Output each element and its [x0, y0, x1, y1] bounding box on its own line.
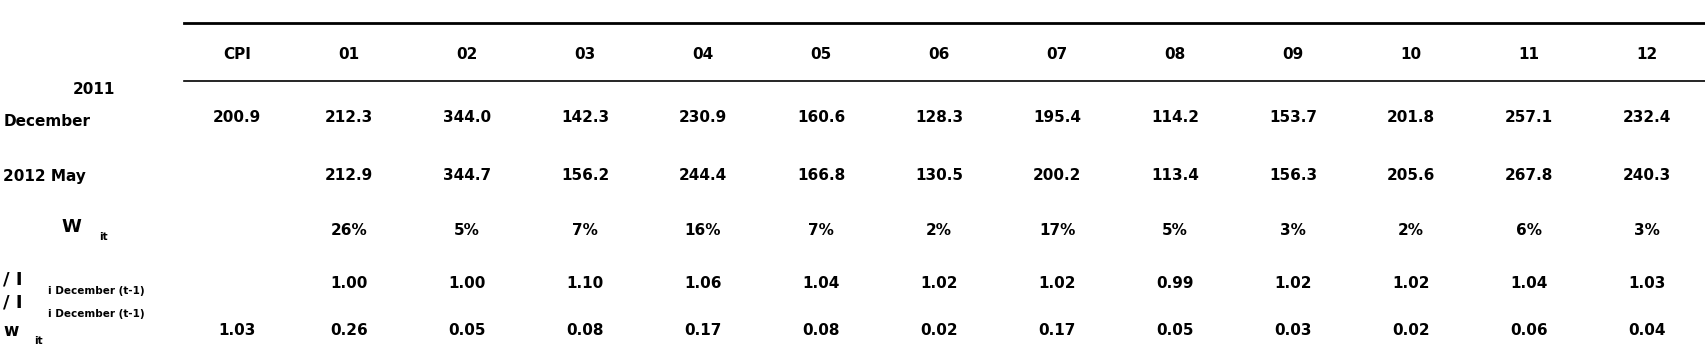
Text: 1.04: 1.04	[1509, 276, 1546, 291]
Text: 1.06: 1.06	[684, 276, 721, 291]
Text: 06: 06	[928, 47, 950, 62]
Text: 267.8: 267.8	[1504, 169, 1552, 183]
Text: 0.17: 0.17	[1038, 323, 1076, 338]
Text: 212.3: 212.3	[324, 111, 373, 125]
Text: 11: 11	[1517, 47, 1538, 62]
Text: 6%: 6%	[1516, 223, 1541, 238]
Text: w: w	[3, 322, 19, 340]
Text: 153.7: 153.7	[1269, 111, 1316, 125]
Text: i December (t-1): i December (t-1)	[48, 286, 145, 296]
Text: 0.06: 0.06	[1509, 323, 1546, 338]
Text: 1.10: 1.10	[566, 276, 604, 291]
Text: December: December	[3, 114, 90, 129]
Text: 0.99: 0.99	[1156, 276, 1193, 291]
Text: 1.03: 1.03	[218, 323, 256, 338]
Text: 166.8: 166.8	[796, 169, 844, 183]
Text: 03: 03	[575, 47, 595, 62]
Text: 0.08: 0.08	[801, 323, 839, 338]
Text: 128.3: 128.3	[914, 111, 963, 125]
Text: 156.3: 156.3	[1269, 169, 1316, 183]
Text: 01: 01	[338, 47, 360, 62]
Text: 195.4: 195.4	[1033, 111, 1081, 125]
Text: / I: / I	[3, 271, 22, 289]
Text: 200.9: 200.9	[213, 111, 261, 125]
Text: 0.17: 0.17	[684, 323, 721, 338]
Text: / I: / I	[3, 294, 22, 312]
Text: 05: 05	[810, 47, 830, 62]
Text: 1.00: 1.00	[331, 276, 368, 291]
Text: 12: 12	[1635, 47, 1657, 62]
Text: 02: 02	[455, 47, 477, 62]
Text: 212.9: 212.9	[324, 169, 373, 183]
Text: 0.02: 0.02	[1391, 323, 1429, 338]
Text: 160.6: 160.6	[796, 111, 844, 125]
Text: 3%: 3%	[1279, 223, 1306, 238]
Text: 0.05: 0.05	[448, 323, 486, 338]
Text: 200.2: 200.2	[1032, 169, 1081, 183]
Text: it: it	[34, 336, 43, 346]
Text: 344.7: 344.7	[443, 169, 491, 183]
Text: 5%: 5%	[454, 223, 479, 238]
Text: 1.00: 1.00	[448, 276, 486, 291]
Text: 0.02: 0.02	[919, 323, 957, 338]
Text: 2011: 2011	[73, 82, 114, 97]
Text: 7%: 7%	[808, 223, 834, 238]
Text: W: W	[61, 218, 82, 236]
Text: 205.6: 205.6	[1386, 169, 1434, 183]
Text: 2012 May: 2012 May	[3, 169, 87, 183]
Text: 0.04: 0.04	[1627, 323, 1664, 338]
Text: 5%: 5%	[1161, 223, 1187, 238]
Text: it: it	[99, 232, 107, 242]
Text: 257.1: 257.1	[1504, 111, 1552, 125]
Text: 156.2: 156.2	[561, 169, 609, 183]
Text: 04: 04	[692, 47, 713, 62]
Text: CPI: CPI	[223, 47, 251, 62]
Text: 1.02: 1.02	[1038, 276, 1076, 291]
Text: 0.26: 0.26	[331, 323, 368, 338]
Text: 2%: 2%	[1396, 223, 1424, 238]
Text: 17%: 17%	[1038, 223, 1074, 238]
Text: 1.02: 1.02	[1274, 276, 1311, 291]
Text: 0.05: 0.05	[1156, 323, 1193, 338]
Text: 244.4: 244.4	[679, 169, 726, 183]
Text: 240.3: 240.3	[1621, 169, 1671, 183]
Text: 0.08: 0.08	[566, 323, 604, 338]
Text: 113.4: 113.4	[1151, 169, 1199, 183]
Text: i December (t-1): i December (t-1)	[48, 309, 145, 319]
Text: 07: 07	[1045, 47, 1067, 62]
Text: 344.0: 344.0	[443, 111, 491, 125]
Text: 16%: 16%	[684, 223, 721, 238]
Text: 10: 10	[1400, 47, 1420, 62]
Text: 142.3: 142.3	[561, 111, 609, 125]
Text: 130.5: 130.5	[914, 169, 962, 183]
Text: 1.04: 1.04	[801, 276, 839, 291]
Text: 201.8: 201.8	[1386, 111, 1434, 125]
Text: 26%: 26%	[331, 223, 367, 238]
Text: 09: 09	[1282, 47, 1303, 62]
Text: 1.02: 1.02	[1391, 276, 1429, 291]
Text: 0.03: 0.03	[1274, 323, 1311, 338]
Text: 230.9: 230.9	[679, 111, 726, 125]
Text: 08: 08	[1165, 47, 1185, 62]
Text: 7%: 7%	[571, 223, 598, 238]
Text: 114.2: 114.2	[1151, 111, 1199, 125]
Text: 2%: 2%	[926, 223, 951, 238]
Text: 1.02: 1.02	[919, 276, 957, 291]
Text: 3%: 3%	[1633, 223, 1659, 238]
Text: 1.03: 1.03	[1627, 276, 1664, 291]
Text: 232.4: 232.4	[1621, 111, 1671, 125]
